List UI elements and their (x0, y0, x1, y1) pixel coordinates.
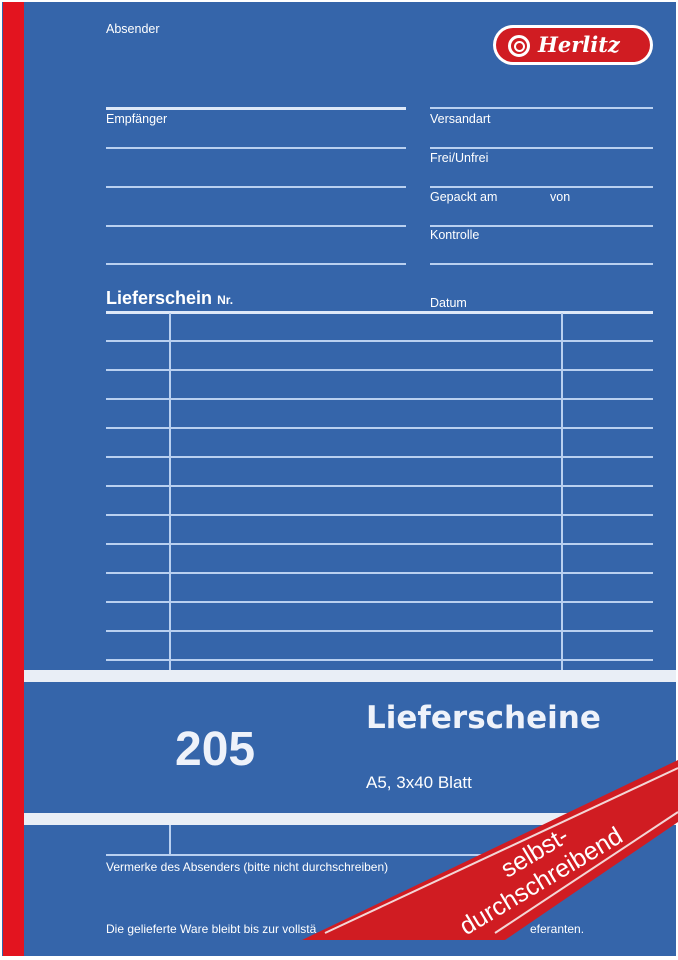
table-row-line (106, 427, 653, 429)
label-frei-unfrei: Frei/Unfrei (430, 151, 489, 165)
divider (106, 107, 406, 110)
ribbon-stripe (324, 767, 678, 934)
line (106, 854, 526, 856)
line (106, 186, 406, 188)
label-von: von (550, 190, 571, 204)
herlitz-logo: Herlitz (493, 25, 653, 65)
label-vermerke: Vermerke des Absenders (bitte nicht durc… (106, 860, 389, 874)
ribbon-shape (302, 760, 678, 940)
line (106, 225, 406, 227)
logo-text: Herlitz (538, 32, 620, 57)
table-column-divider (561, 313, 563, 670)
label-datum: Datum (430, 296, 467, 310)
product-title: Lieferscheine (366, 700, 601, 736)
column-divider (169, 825, 171, 855)
footer-text-right: eferanten. (530, 922, 585, 936)
line (106, 147, 406, 149)
label-kontrolle: Kontrolle (430, 228, 480, 242)
table-row-line (106, 572, 653, 574)
table-row-line (106, 485, 653, 487)
nr-text: Nr. (217, 293, 234, 307)
table-top-line (106, 311, 653, 314)
product-format: A5, 3x40 Blatt (366, 773, 472, 792)
table-row-line (106, 456, 653, 458)
line (430, 107, 653, 109)
product-number: 205 (175, 723, 256, 776)
table-row-line (106, 514, 653, 516)
line (106, 263, 406, 265)
table-row-line (106, 601, 653, 603)
label-gepackt-am: Gepackt am (430, 190, 498, 204)
ribbon-stripe (494, 811, 678, 934)
table-row-line (106, 369, 653, 371)
label-versandart: Versandart (430, 112, 491, 126)
label-empfaenger: Empfänger (106, 112, 168, 126)
line (430, 225, 653, 227)
table-row-line (106, 659, 653, 661)
line (430, 147, 653, 149)
white-band-bottom (24, 813, 676, 825)
red-spine-stripe (3, 2, 24, 956)
label-lieferschein: Lieferschein Nr. (106, 288, 233, 309)
footer-text-left: Die gelieferte Ware bleibt bis zur volls… (106, 922, 317, 936)
table-row-line (106, 543, 653, 545)
table-column-divider (169, 313, 171, 670)
label-absender: Absender (106, 22, 160, 36)
table-row-line (106, 398, 653, 400)
line (430, 263, 653, 265)
line (430, 186, 653, 188)
lieferschein-text: Lieferschein (106, 288, 213, 308)
table-row-line (106, 340, 653, 342)
white-band-top (24, 670, 676, 682)
herlitz-swirl-icon (508, 35, 530, 57)
table-row-line (106, 630, 653, 632)
